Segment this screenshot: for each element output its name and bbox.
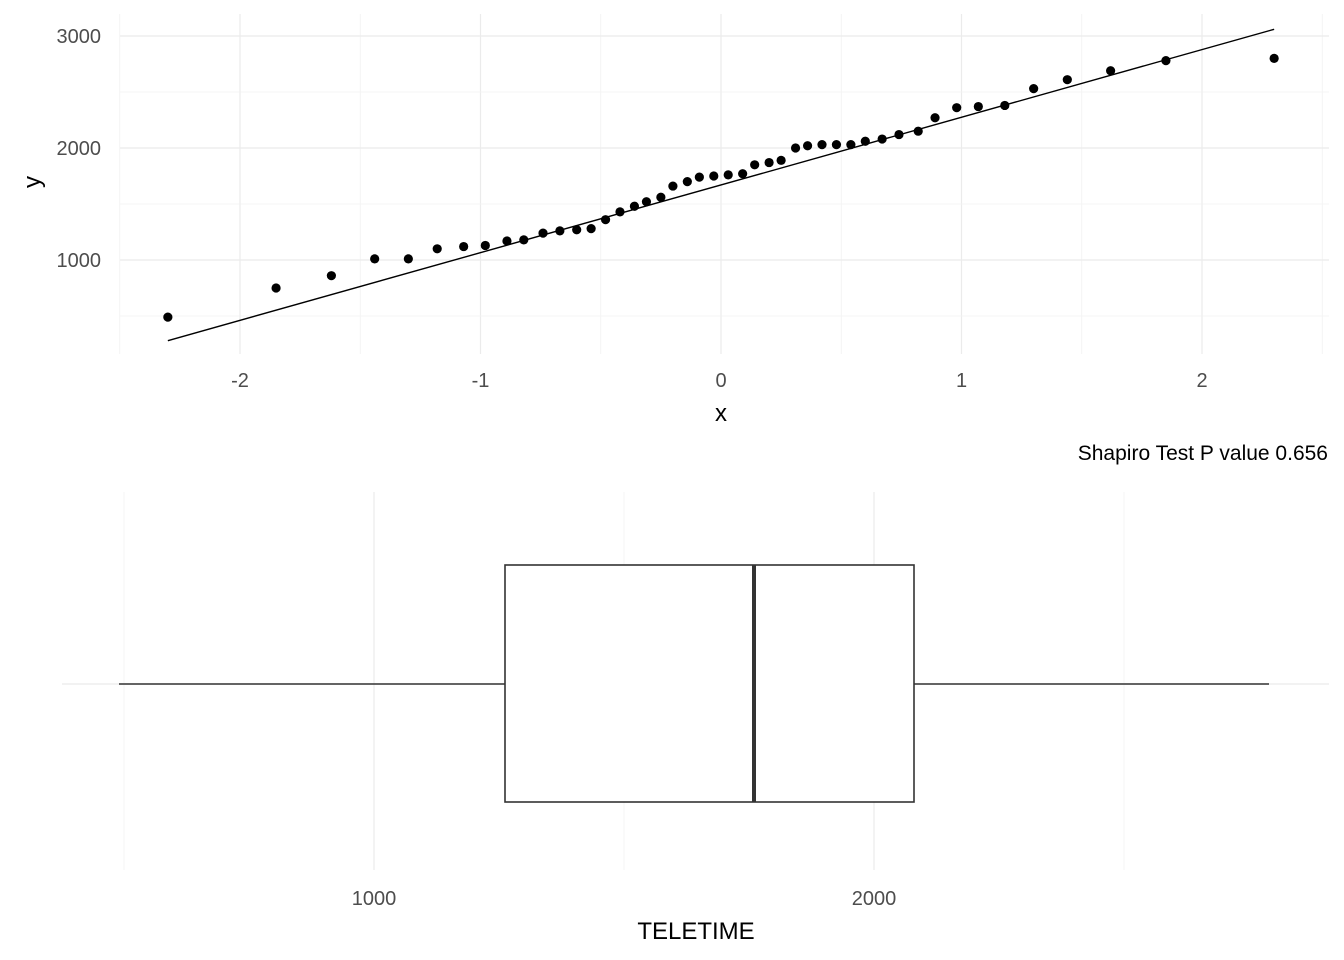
qq-point [519,235,529,245]
qq-x-tick-label: 2 [1196,370,1207,392]
qq-point [1000,100,1010,111]
qq-reference-line-group [167,28,1275,342]
qq-x-tick-label: -1 [472,370,490,392]
qq-point [629,201,640,211]
qq-point [694,172,704,182]
qq-point [370,254,380,264]
qq-point [1029,84,1039,94]
qq-point [1161,56,1171,66]
qq-point [877,134,887,144]
qq-x-tick-label: 0 [715,370,726,392]
qq-point [930,113,940,123]
qq-y-tick-label: 2000 [57,138,102,160]
boxplot-x-tick-label: 2000 [852,888,897,910]
qq-point [682,177,692,187]
qq-point [572,225,582,235]
qq-y-tick-labels: 1000 2000 3000 [57,26,102,272]
qq-point [432,244,442,254]
boxplot-box [504,564,915,803]
qq-plot-panel: -2 -1 0 1 2 1000 2000 3000 x y [19,14,1329,427]
qq-point [952,103,962,113]
qq-point [403,254,413,264]
qq-point [709,171,719,181]
qq-point [641,197,652,207]
boxplot-x-axis-title: TELETIME [637,918,754,945]
qq-point [480,240,490,251]
qq-x-axis-title: x [715,400,727,427]
boxplot-caption: Shapiro Test P value 0.656 [1078,442,1328,465]
qq-point [913,126,923,136]
qq-point [1106,66,1116,76]
boxplot-x-tick-label: 1000 [352,888,397,910]
qq-y-tick-label: 1000 [57,250,102,272]
qq-point [723,170,733,180]
qq-point [750,160,760,170]
qq-point [326,271,336,281]
qq-point [776,155,786,165]
qq-y-tick-label: 3000 [57,26,102,48]
qq-point [894,129,904,140]
qq-point [555,226,565,236]
qq-point [764,157,774,168]
qq-point [738,169,748,179]
qq-point [615,207,625,217]
qq-x-tick-label: -2 [231,370,249,392]
qq-point [973,101,983,112]
qq-x-tick-label: 1 [956,370,967,392]
qq-point [846,140,856,150]
boxplot-x-tick-labels: 1000 2000 [352,888,897,910]
qq-point [668,181,678,191]
qq-point [831,140,842,150]
qq-point [790,143,801,153]
qq-point [538,228,548,238]
qq-point [586,224,596,234]
qq-point [163,312,173,322]
qq-point [271,283,281,293]
qq-y-axis-title: y [19,176,46,188]
qq-point [860,136,870,146]
boxplot-panel: Shapiro Test P value 0.656 1000 2000 TELE… [62,442,1329,945]
qq-point [817,140,827,150]
qq-point [502,236,512,246]
qq-point [802,141,813,151]
qq-gridlines [119,14,1329,354]
qq-point [459,241,469,252]
qq-point [1269,53,1279,64]
qq-point [1062,75,1072,85]
qq-reference-line [167,28,1275,342]
qq-point [656,192,666,202]
qq-points-group [163,53,1279,322]
qq-point [600,215,611,225]
boxplot-marks [119,564,1269,803]
qq-x-tick-labels: -2 -1 0 1 2 [231,370,1207,392]
